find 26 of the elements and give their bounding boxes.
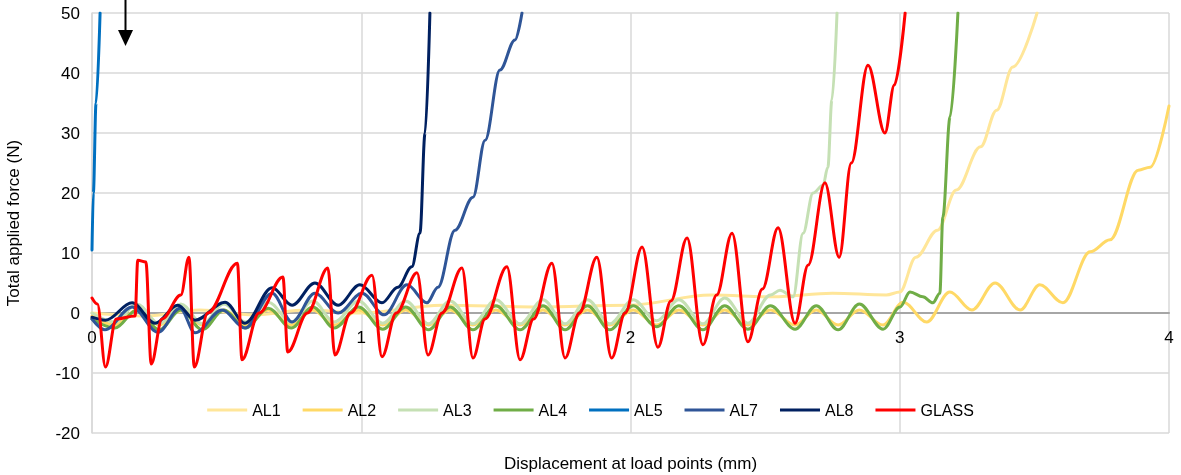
y-tick-label: 50	[61, 3, 80, 23]
legend-label: AL5	[634, 401, 663, 419]
line-series	[90, 11, 432, 325]
line-series	[90, 11, 907, 369]
legend-label: AL8	[824, 401, 854, 419]
y-tick-label: 40	[61, 63, 80, 83]
y-tick-label: 0	[70, 303, 80, 323]
legend-label: AL4	[538, 401, 568, 419]
x-tick-label: 3	[895, 328, 905, 347]
y-tick-label: 30	[61, 123, 80, 143]
x-tick-label: 4	[1164, 328, 1174, 347]
x-tick-label: 1	[356, 328, 366, 347]
x-tick-label: 0	[87, 328, 97, 347]
x-tick-label: 2	[625, 328, 636, 347]
legend-label: AL2	[347, 401, 377, 419]
y-axis-title: Total applied force (N)	[4, 139, 23, 307]
y-tick-label: 10	[61, 243, 80, 263]
y-tick-label: -10	[55, 363, 80, 383]
legend-label: AL1	[252, 401, 281, 419]
legend-label: GLASS	[920, 401, 974, 419]
y-tick-label: 20	[61, 183, 80, 203]
line-series	[90, 11, 102, 252]
y-tick-label: -20	[55, 423, 80, 443]
legend-label: AL3	[443, 401, 472, 419]
legend-label: AL7	[729, 401, 759, 419]
x-axis-title: Displacement at load points (mm)	[503, 454, 758, 473]
